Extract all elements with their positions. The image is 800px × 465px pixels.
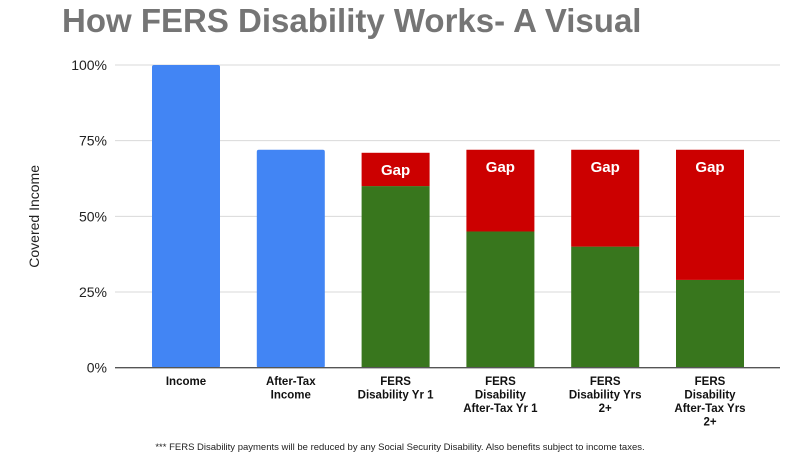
x-tick-label: Disability <box>475 390 527 402</box>
y-axis-label: Covered Income <box>26 165 42 268</box>
bar-segment <box>571 246 640 368</box>
x-tick-label: FERS <box>485 376 516 388</box>
x-tick-label: Disability Yr 1 <box>358 390 434 402</box>
x-tick-label: After-Tax Yrs <box>674 403 745 415</box>
x-tick-label: FERS <box>380 376 411 388</box>
x-tick-label: Disability Yrs <box>569 390 642 402</box>
y-tick-label: 0% <box>87 360 107 376</box>
data-label: Gap <box>381 162 410 179</box>
x-tick-label: Disability <box>684 390 736 402</box>
y-tick-label: 50% <box>79 208 107 224</box>
bar-segment <box>361 152 430 187</box>
x-tick-label: FERS <box>695 376 726 388</box>
y-tick-label: 25% <box>79 284 107 300</box>
x-tick-label: After-Tax <box>266 376 316 388</box>
chart-title: How FERS Disability Works- A Visual <box>62 2 642 39</box>
bar-segment <box>256 149 325 368</box>
x-tick-label: After-Tax Yr 1 <box>463 403 538 415</box>
bar-segment <box>676 279 744 368</box>
x-tick-label: 2+ <box>599 403 612 415</box>
bar-segment <box>571 149 640 247</box>
bar-segment <box>466 149 535 232</box>
y-tick-label: 100% <box>71 57 107 73</box>
x-tick-label: Income <box>166 376 206 388</box>
y-tick-label: 75% <box>79 133 107 149</box>
data-label: Gap <box>695 159 724 176</box>
bar-segment <box>152 65 220 368</box>
x-tick-label: FERS <box>590 376 621 388</box>
data-label: Gap <box>591 159 620 176</box>
bar-segment <box>361 186 430 368</box>
data-label: Gap <box>486 159 515 176</box>
bar-segment <box>676 149 744 280</box>
x-tick-label: 2+ <box>703 417 716 429</box>
x-tick-label: Income <box>271 390 311 402</box>
bar-segment <box>466 231 535 368</box>
footnote: *** FERS Disability payments will be red… <box>155 442 645 453</box>
